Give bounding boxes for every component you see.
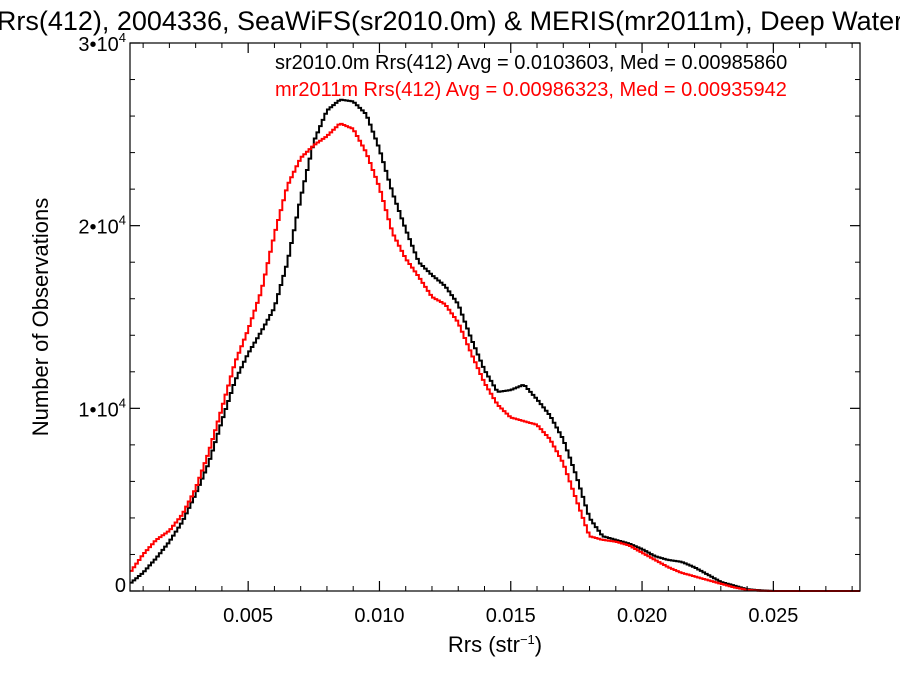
x-axis-label-exponent: −1 xyxy=(520,632,535,647)
legend: sr2010.0m Rrs(412) Avg = 0.0103603, Med … xyxy=(275,52,787,101)
x-axis-label-close: ) xyxy=(535,632,542,657)
x-tick-label: 0.010 xyxy=(354,605,404,627)
legend-entry-sr2010: sr2010.0m Rrs(412) Avg = 0.0103603, Med … xyxy=(275,52,787,74)
x-tick-label: 0.015 xyxy=(486,605,536,627)
y-tick-label: 0 xyxy=(115,575,126,597)
y-tick-label: 3•104 xyxy=(78,30,126,56)
chart-title: Rrs(412), 2004336, SeaWiFS(sr2010.0m) & … xyxy=(0,6,900,36)
y-tick-label: 1•104 xyxy=(78,395,126,421)
x-tick-label: 0.005 xyxy=(223,605,273,627)
x-axis-label: Rrs (str−1) xyxy=(448,632,542,657)
series-layer xyxy=(130,98,860,592)
series-line-sr2010.0m xyxy=(130,98,860,592)
x-axis-label-text: Rrs (str xyxy=(448,632,520,657)
series-line-mr2011m xyxy=(130,122,860,592)
y-axis-label: Number of Observations xyxy=(28,198,53,436)
plot-frame xyxy=(129,42,861,592)
legend-entry-mr2011: mr2011m Rrs(412) Avg = 0.00986323, Med =… xyxy=(275,79,787,101)
x-tick-label: 0.025 xyxy=(748,605,798,627)
x-tick-label: 0.020 xyxy=(617,605,667,627)
axis-ticks: 0.005 0.010 0.015 0.020 0.025 0 1•104 2•104 3•10… xyxy=(78,30,860,627)
y-tick-label: 2•104 xyxy=(78,213,126,239)
